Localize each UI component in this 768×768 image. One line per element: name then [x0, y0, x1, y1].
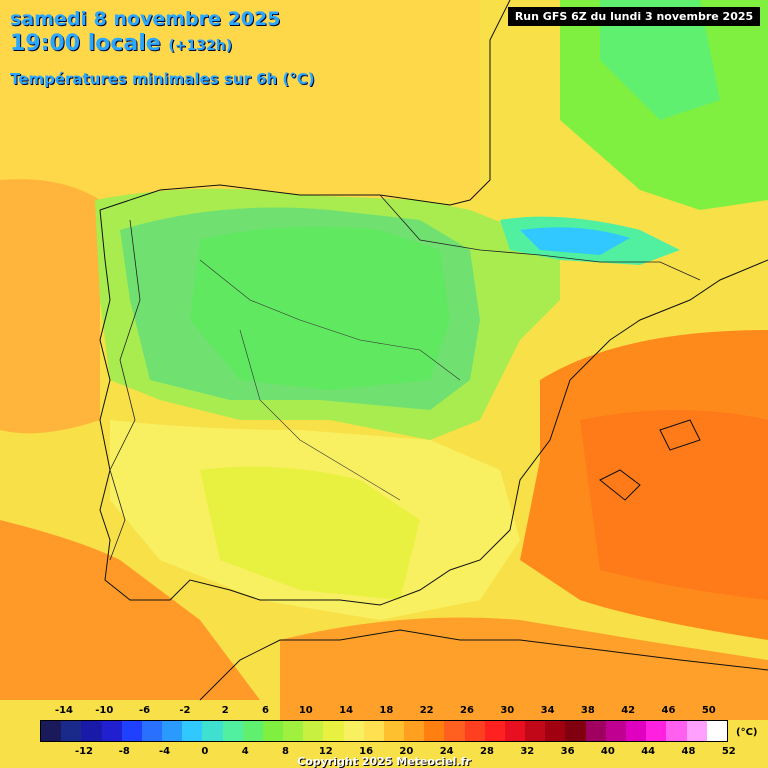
legend-swatch [162, 721, 183, 741]
legend-label: 6 [262, 705, 269, 716]
legend-label: 48 [681, 746, 696, 757]
legend-swatch [81, 721, 102, 741]
legend-label: 36 [560, 746, 575, 757]
legend-label: -2 [179, 705, 191, 716]
legend-label: 40 [600, 746, 615, 757]
legend-label: 10 [298, 705, 313, 716]
forecast-time: 19:00 locale (+132h) [10, 31, 232, 56]
legend-swatch [41, 721, 62, 741]
legend-label: 8 [282, 746, 289, 757]
legend-swatch [363, 721, 384, 741]
legend-swatch [565, 721, 586, 741]
legend-label: 28 [480, 746, 494, 757]
legend-swatch [182, 721, 203, 741]
legend-swatch [625, 721, 647, 741]
legend-label: 4 [241, 746, 249, 757]
legend-swatch [61, 721, 82, 741]
legend-unit: (°C) [736, 727, 758, 738]
legend-label: -12 [74, 746, 94, 757]
legend-label: 24 [439, 746, 454, 757]
legend-swatch [303, 721, 324, 741]
legend-label: -6 [139, 705, 151, 716]
legend-swatch [585, 721, 606, 741]
legend-label: 20 [399, 746, 414, 757]
legend-label: 12 [318, 746, 333, 757]
copyright: Copyright 2025 Meteociel.fr [297, 755, 471, 768]
legend-swatch [383, 721, 405, 741]
legend-swatch [666, 721, 687, 741]
legend-label: 14 [339, 705, 354, 716]
legend-swatch [283, 721, 304, 741]
legend-swatch [202, 721, 223, 741]
legend-label: 2 [221, 705, 229, 716]
legend-swatch [686, 721, 707, 741]
legend-swatch [484, 721, 505, 741]
legend-label: 44 [641, 746, 656, 757]
forecast-time-label: 19:00 locale [10, 31, 161, 56]
legend-swatch [323, 721, 344, 741]
legend-label: 38 [580, 705, 595, 716]
legend-swatch [545, 721, 566, 741]
legend-swatch [242, 721, 263, 741]
legend-label: 46 [661, 705, 676, 716]
legend-label: 32 [520, 746, 535, 757]
legend-label: -14 [54, 705, 74, 716]
legend-label: -10 [95, 705, 114, 716]
legend-swatch [444, 721, 465, 741]
run-info: Run GFS 6Z du lundi 3 novembre 2025 [508, 7, 760, 26]
legend-label: 42 [621, 705, 636, 716]
color-legend [40, 720, 728, 742]
legend-swatch [424, 721, 445, 741]
legend-label: -8 [118, 746, 130, 757]
legend-swatch [262, 721, 284, 741]
forecast-date: samedi 8 novembre 2025 [10, 8, 281, 30]
legend-swatch [504, 721, 526, 741]
legend-swatch [605, 721, 626, 741]
legend-swatch [121, 721, 142, 741]
legend-label: 22 [419, 705, 434, 716]
legend-labels-top: -14 -10 -6 -2 2 6 10 14 18 22 26 30 34 38 42 46 50 [0, 705, 768, 717]
legend-label: 0 [201, 746, 209, 757]
legend-swatch [706, 721, 727, 741]
legend-label: -4 [159, 746, 171, 757]
legend-swatch [464, 721, 485, 741]
legend-label: 52 [721, 746, 736, 757]
legend-swatch [343, 721, 364, 741]
legend-label: 18 [379, 705, 394, 716]
legend-swatch [141, 721, 163, 741]
legend-label: 50 [701, 705, 716, 716]
legend-swatch [222, 721, 243, 741]
legend-swatch [101, 721, 122, 741]
legend-label: 34 [540, 705, 555, 716]
legend-labels-bottom: -12 -8 -4 0 4 8 12 16 20 24 28 32 36 40 44 48 52 [0, 746, 768, 758]
legend-label: 16 [359, 746, 374, 757]
legend-swatch [404, 721, 425, 741]
forecast-lead: (+132h) [168, 38, 233, 54]
legend-swatch [525, 721, 546, 741]
legend-swatch [646, 721, 667, 741]
map-subtitle: Températures minimales sur 6h (°C) [10, 70, 315, 88]
legend-label: 30 [500, 705, 515, 716]
legend-label: 26 [460, 705, 474, 716]
